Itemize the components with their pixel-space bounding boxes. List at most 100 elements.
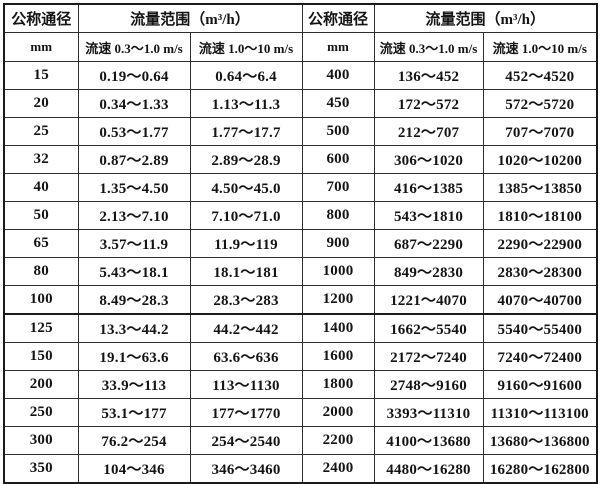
diameter-cell: 150 xyxy=(3,342,79,371)
header-unit-left: mm xyxy=(3,32,79,62)
flow-range-cell: 2.13～7.10 xyxy=(77,201,191,230)
flow-range-cell: 63.6～636 xyxy=(189,342,303,371)
flow-range-cell: 212～707 xyxy=(373,117,484,146)
header-low-speed-right: 流速 0.3～1.0 m/s xyxy=(373,32,484,62)
diameter-cell: 2200 xyxy=(301,426,375,455)
diameter-cell: 32 xyxy=(3,145,79,174)
flow-range-cell: 2.89～28.9 xyxy=(189,145,303,174)
flow-range-cell: 11310～113100 xyxy=(482,398,598,427)
flow-range-cell: 687～2290 xyxy=(373,229,484,258)
flow-range-cell: 306～1020 xyxy=(373,145,484,174)
diameter-cell: 1600 xyxy=(301,342,375,371)
diameter-cell: 15 xyxy=(3,61,79,90)
flow-range-cell: 3.57～11.9 xyxy=(77,229,191,258)
diameter-cell: 450 xyxy=(301,89,375,118)
diameter-cell: 80 xyxy=(3,257,79,286)
flow-range-cell: 8.49～28.3 xyxy=(77,285,191,315)
diameter-cell: 2400 xyxy=(301,454,375,484)
diameter-cell: 400 xyxy=(301,61,375,90)
flow-range-cell: 136～452 xyxy=(373,61,484,90)
diameter-cell: 300 xyxy=(3,426,79,455)
table-row: 32 0.87～2.89 2.89～28.9 600 306～1020 1020～1020… xyxy=(3,145,598,174)
flow-range-cell: 9160～91600 xyxy=(482,370,598,399)
header-high-speed-left: 流速 1.0～10 m/s xyxy=(189,32,303,62)
diameter-cell: 50 xyxy=(3,201,79,230)
flow-range-cell: 0.34～1.33 xyxy=(77,89,191,118)
diameter-cell: 1200 xyxy=(301,285,375,315)
diameter-cell: 200 xyxy=(3,370,79,399)
flow-range-cell: 346～3460 xyxy=(189,454,303,484)
flow-range-cell: 0.19～0.64 xyxy=(77,61,191,90)
diameter-cell: 250 xyxy=(3,398,79,427)
diameter-cell: 2000 xyxy=(301,398,375,427)
diameter-cell: 20 xyxy=(3,89,79,118)
diameter-cell: 1800 xyxy=(301,370,375,399)
flow-range-cell: 1810～18100 xyxy=(482,201,598,230)
table-row: 25 0.53～1.77 1.77～17.7 500 212～707 707～7070 xyxy=(3,117,598,146)
table-row: 40 1.35～4.50 4.50～45.0 700 416～1385 1385～1385… xyxy=(3,173,598,202)
flow-range-cell: 1221～4070 xyxy=(373,285,484,315)
flow-range-cell: 4100～13680 xyxy=(373,426,484,455)
flow-range-cell: 849～2830 xyxy=(373,257,484,286)
table-row: 300 76.2～254 254～2540 2200 4100～13680 13680～1… xyxy=(3,426,598,455)
flow-range-cell: 104～346 xyxy=(77,454,191,484)
header-unit-right: mm xyxy=(301,32,375,62)
flow-range-cell: 18.1～181 xyxy=(189,257,303,286)
flow-range-cell: 7240～72400 xyxy=(482,342,598,371)
flow-range-cell: 13.3～44.2 xyxy=(77,313,191,343)
diameter-cell: 40 xyxy=(3,173,79,202)
flow-range-cell: 4070～40700 xyxy=(482,285,598,315)
flow-range-cell: 1020～10200 xyxy=(482,145,598,174)
table-row: 20 0.34～1.33 1.13～11.3 450 172～572 572～5720 xyxy=(3,89,598,118)
flow-range-cell: 3393～11310 xyxy=(373,398,484,427)
header-high-speed-right: 流速 1.0～10 m/s xyxy=(482,32,598,62)
table-row: 125 13.3～44.2 44.2～442 1400 1662～5540 5540～55… xyxy=(3,313,598,343)
table-row: 50 2.13～7.10 7.10～71.0 800 543～1810 1810～1810… xyxy=(3,201,598,230)
diameter-cell: 125 xyxy=(3,313,79,343)
header-low-speed-left: 流速 0.3～1.0 m/s xyxy=(77,32,191,62)
diameter-cell: 25 xyxy=(3,117,79,146)
flow-range-cell: 172～572 xyxy=(373,89,484,118)
flow-range-cell: 28.3～283 xyxy=(189,285,303,315)
table-row: 15 0.19～0.64 0.64～6.4 400 136～452 452～4520 xyxy=(3,61,598,90)
diameter-cell: 65 xyxy=(3,229,79,258)
table-row: 200 33.9～113 113～1130 1800 2748～9160 9160～916… xyxy=(3,370,598,399)
flow-range-cell: 0.87～2.89 xyxy=(77,145,191,174)
flow-range-cell: 2290～22900 xyxy=(482,229,598,258)
flow-range-cell: 543～1810 xyxy=(373,201,484,230)
flow-range-cell: 7.10～71.0 xyxy=(189,201,303,230)
diameter-cell: 100 xyxy=(3,285,79,315)
table-body: 15 0.19～0.64 0.64～6.4 400 136～452 452～4520 20 0… xyxy=(3,61,598,484)
flow-range-cell: 19.1～63.6 xyxy=(77,342,191,371)
table-row: 350 104～346 346～3460 2400 4480～16280 16280～16… xyxy=(3,454,598,484)
diameter-cell: 500 xyxy=(301,117,375,146)
flow-range-cell: 2830～28300 xyxy=(482,257,598,286)
flow-range-cell: 44.2～442 xyxy=(189,313,303,343)
flow-range-cell: 33.9～113 xyxy=(77,370,191,399)
diameter-cell: 600 xyxy=(301,145,375,174)
flow-range-cell: 0.53～1.77 xyxy=(77,117,191,146)
flow-range-cell: 5.43～18.1 xyxy=(77,257,191,286)
flow-range-cell: 53.1～177 xyxy=(77,398,191,427)
header-diameter-left: 公称通径 xyxy=(3,3,79,33)
flow-range-cell: 416～1385 xyxy=(373,173,484,202)
header-diameter-right: 公称通径 xyxy=(301,3,375,33)
flow-range-table: 公称通径 流量范围（m³/h） 公称通径 流量范围（m³/h） mm 流速 0.… xyxy=(3,3,599,484)
diameter-cell: 1400 xyxy=(301,313,375,343)
flow-range-cell: 11.9～119 xyxy=(189,229,303,258)
flow-range-cell: 572～5720 xyxy=(482,89,598,118)
flow-range-cell: 4.50～45.0 xyxy=(189,173,303,202)
diameter-cell: 900 xyxy=(301,229,375,258)
table-row: 100 8.49～28.3 28.3～283 1200 1221～4070 4070～40… xyxy=(3,285,598,315)
diameter-cell: 1000 xyxy=(301,257,375,286)
flow-range-cell: 2172～7240 xyxy=(373,342,484,371)
diameter-cell: 700 xyxy=(301,173,375,202)
header-flow-range-right: 流量范围（m³/h） xyxy=(373,3,598,33)
diameter-cell: 350 xyxy=(3,454,79,484)
flow-range-cell: 4480～16280 xyxy=(373,454,484,484)
flow-range-cell: 5540～55400 xyxy=(482,313,598,343)
flow-range-cell: 1.77～17.7 xyxy=(189,117,303,146)
flow-range-cell: 16280～162800 xyxy=(482,454,598,484)
flow-range-cell: 707～7070 xyxy=(482,117,598,146)
